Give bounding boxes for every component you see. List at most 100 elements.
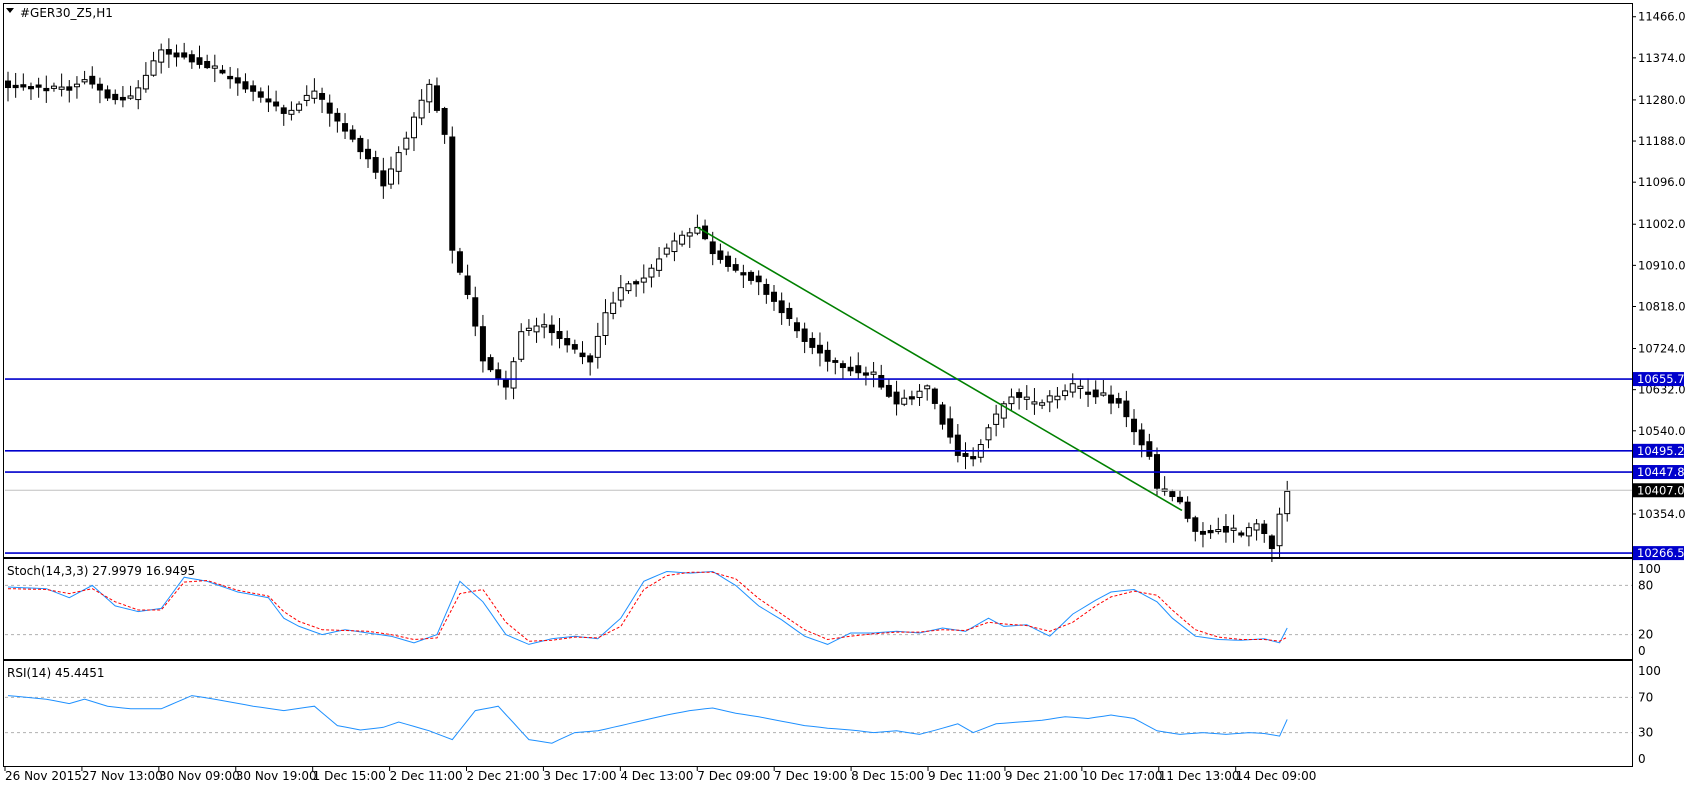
- candle: [717, 243, 724, 264]
- candle: [5, 71, 11, 102]
- candle-body-bull: [1000, 403, 1007, 419]
- candle-body-bear: [112, 93, 119, 101]
- candle-body-bull: [870, 371, 877, 375]
- candle-body-bear: [89, 75, 96, 85]
- candle: [725, 251, 732, 272]
- candle-body-bear: [349, 129, 356, 140]
- candle: [204, 54, 211, 70]
- candle-body-bull: [426, 83, 433, 103]
- time-tick-label: 1 Dec 15:00: [313, 769, 386, 783]
- candle-body-bear: [357, 137, 364, 153]
- candle: [1199, 522, 1206, 548]
- candle: [357, 135, 364, 160]
- candle: [564, 330, 571, 353]
- price-axis: 11466.0 11374.0 11280.0 11188.0 11096.0 11002…: [1632, 10, 1686, 521]
- candle-body-bear: [778, 300, 785, 314]
- candle-body-bear: [433, 85, 440, 111]
- candle-body-bear: [372, 157, 379, 173]
- candle: [732, 257, 739, 273]
- rsi-pane-frame: [3, 660, 1633, 767]
- candle-body-bear: [35, 84, 42, 88]
- candle-body-bull: [142, 74, 149, 90]
- indicator-tick-label: 20: [1638, 628, 1653, 642]
- candle: [380, 157, 387, 199]
- candle: [587, 353, 594, 376]
- candle: [27, 82, 34, 100]
- triangle-down-icon[interactable]: [6, 8, 14, 13]
- candle: [1008, 388, 1015, 411]
- candle: [234, 68, 241, 96]
- rsi-title: RSI(14) 45.4451: [7, 666, 105, 680]
- candle: [610, 291, 617, 320]
- indicator-tick-label: 30: [1638, 726, 1653, 740]
- candle-body-bear: [816, 344, 823, 354]
- stoch-pane[interactable]: [3, 558, 1633, 660]
- candle: [1261, 520, 1268, 543]
- candle: [579, 341, 586, 365]
- candle-body-bull: [1215, 529, 1222, 533]
- candle: [250, 80, 257, 102]
- candle-body-bull: [296, 103, 303, 111]
- candle-body-bear: [954, 434, 961, 456]
- price-tick-label: 11096.0: [1638, 175, 1686, 189]
- candle: [280, 104, 287, 126]
- candle-body-bull: [158, 49, 165, 63]
- candle: [58, 73, 65, 97]
- candle: [740, 264, 747, 288]
- candle-body-bull: [671, 240, 678, 253]
- candle-body-bear: [1238, 532, 1245, 536]
- candle-body-bear: [456, 251, 463, 273]
- candle-body-bear: [250, 85, 257, 92]
- rsi-layer: 100 70 30 0: [5, 664, 1661, 766]
- candle-body-bear: [365, 148, 372, 160]
- candle-body-bull: [510, 361, 517, 389]
- candle-body-bear: [1146, 441, 1153, 457]
- candle: [855, 352, 862, 379]
- time-tick-label: 2 Dec 21:00: [467, 769, 540, 783]
- horizontal-levels[interactable]: 10655.7 10495.2 10447.8 10266.5: [5, 372, 1685, 561]
- candle-body-bull: [901, 397, 908, 405]
- price-tick-label: 11280.0: [1638, 93, 1686, 107]
- trendline-layer[interactable]: [696, 226, 1183, 512]
- time-tick-label: 8 Dec 15:00: [851, 769, 924, 783]
- candle: [50, 82, 57, 92]
- main-pane[interactable]: [3, 3, 1633, 558]
- candle: [771, 284, 777, 311]
- candle-body-bull: [518, 331, 525, 360]
- price-tick-label: 10354.0: [1638, 507, 1686, 521]
- candle-body-bear: [1169, 491, 1176, 498]
- candle: [839, 360, 846, 380]
- candle-body-bear: [319, 92, 326, 100]
- candle: [242, 73, 249, 93]
- candle-body-bear: [1261, 523, 1268, 534]
- candle-body-bear: [502, 379, 509, 388]
- candle: [1245, 522, 1252, 547]
- candle: [541, 313, 548, 339]
- candle: [165, 38, 172, 68]
- candle: [35, 77, 42, 98]
- candle-body-bear: [709, 241, 716, 255]
- indicator-series-line: [7, 570, 1288, 645]
- candle: [273, 90, 280, 112]
- indicator-series-line: [7, 695, 1288, 744]
- price-tick-label: 10818.0: [1638, 299, 1686, 313]
- candle-body-bear: [1115, 398, 1122, 404]
- candle: [1016, 388, 1023, 410]
- candle-body-bear: [579, 352, 586, 358]
- candle: [173, 44, 180, 67]
- candle: [571, 339, 578, 354]
- candle: [893, 380, 900, 416]
- candle: [1069, 373, 1076, 398]
- candle-body-bear: [1199, 530, 1206, 535]
- candle: [679, 230, 686, 247]
- rsi-pane[interactable]: [3, 660, 1633, 767]
- candle: [196, 45, 203, 69]
- candle: [142, 62, 149, 93]
- candle-body-bear: [472, 297, 479, 327]
- candle-body-bull: [686, 232, 693, 237]
- candle-body-bull: [541, 324, 548, 328]
- candle-body-bear: [947, 418, 954, 438]
- time-tick-label: 30 Nov 09:00: [159, 769, 240, 783]
- candle-body-bear: [204, 60, 211, 69]
